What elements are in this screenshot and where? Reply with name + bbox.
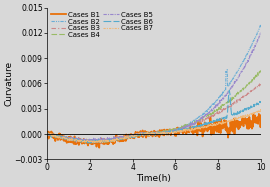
Legend: Cases B1, Cases B2, Cases B3, Cases B4, Cases B5, Cases B6, Cases B7: Cases B1, Cases B2, Cases B3, Cases B4, … <box>50 11 153 39</box>
Y-axis label: Curvature: Curvature <box>4 61 13 106</box>
X-axis label: Time(h): Time(h) <box>137 174 171 183</box>
